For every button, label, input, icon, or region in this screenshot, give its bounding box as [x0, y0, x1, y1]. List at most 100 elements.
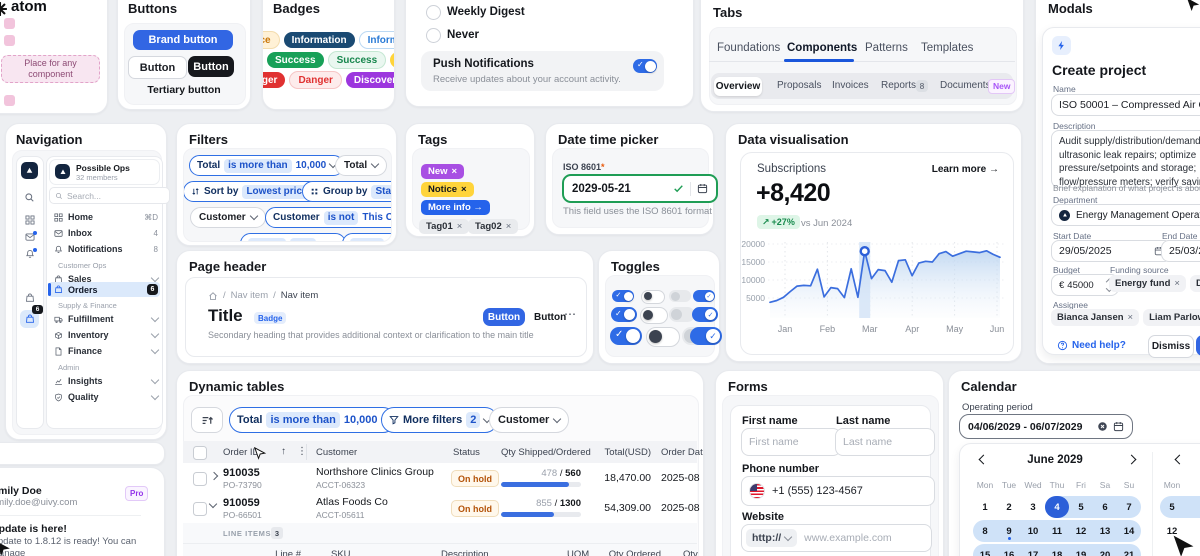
calendar-icon[interactable]: [697, 183, 708, 194]
tag-more-info[interactable]: More info →: [421, 200, 490, 215]
column-header-customer[interactable]: Customer: [316, 447, 357, 458]
sort-by-pill[interactable]: Sort by Lowest price: [183, 181, 320, 202]
sort-asc-icon[interactable]: ↑: [281, 446, 286, 457]
need-help-link[interactable]: Need help?: [1057, 340, 1126, 351]
expand-row-icon[interactable]: [210, 472, 218, 480]
calendar-day[interactable]: 21: [1117, 544, 1141, 556]
pill-tab-invoices[interactable]: Invoices: [832, 80, 869, 91]
pill-tab-proposals[interactable]: Proposals: [777, 80, 821, 91]
calendar-day[interactable]: 9: [997, 520, 1021, 542]
end-date-field[interactable]: 25/03/2026: [1161, 240, 1200, 262]
select-all-checkbox[interactable]: [193, 446, 207, 460]
more-filters-pill[interactable]: More filters 2: [381, 407, 498, 433]
calendar-day[interactable]: 5: [1160, 496, 1184, 518]
calendar-day[interactable]: 10: [1021, 520, 1045, 542]
customer-pill[interactable]: Customer: [190, 207, 266, 228]
prev-month-icon[interactable]: [979, 455, 989, 465]
toggle-on-large[interactable]: ✓: [610, 327, 642, 345]
assignee-chip[interactable]: Liam Parlow×: [1143, 309, 1200, 326]
home-icon[interactable]: [208, 291, 218, 301]
calendar-day[interactable]: 6: [1093, 496, 1117, 518]
calendar-day[interactable]: 1: [973, 496, 997, 518]
description-field[interactable]: Audit supply/distribution/demand; ultras…: [1051, 130, 1200, 188]
start-date-field[interactable]: 29/05/2025: [1051, 240, 1172, 262]
customer-filter-pill[interactable]: Customer: [489, 407, 569, 433]
nav-item-fulfillment[interactable]: Fulfillment: [54, 312, 158, 326]
clear-icon[interactable]: [1097, 421, 1108, 432]
remove-icon[interactable]: ×: [1128, 312, 1134, 323]
table-row[interactable]: 910059 PO-66501 Atlas Foods Co ACCT-0561…: [183, 493, 697, 524]
org-switcher[interactable]: Possible Ops 32 members: [49, 159, 160, 185]
filter-pill-total-collapsed[interactable]: Total: [335, 155, 387, 176]
funding-chip[interactable]: Dept×: [1190, 275, 1200, 292]
collapse-row-icon[interactable]: [209, 500, 217, 508]
primary-modal-button[interactable]: [1196, 335, 1200, 356]
dark-button[interactable]: Button: [188, 56, 234, 77]
radio-never[interactable]: [426, 28, 441, 43]
header-secondary-button[interactable]: Button: [534, 312, 566, 323]
next-month-icon[interactable]: [1127, 455, 1137, 465]
tab-patterns[interactable]: Patterns: [865, 42, 908, 54]
calendar-day[interactable]: 11: [1045, 520, 1069, 542]
radio-weekly-digest[interactable]: [426, 5, 441, 20]
clipped-filter-pill[interactable]: [342, 233, 392, 242]
toggle-on-medium[interactable]: ✓: [611, 307, 637, 322]
clipped-filter-pill[interactable]: [240, 233, 346, 242]
nav-item-inbox[interactable]: Inbox4: [54, 226, 158, 240]
toggle-on-small[interactable]: ✓: [612, 290, 634, 302]
brand-button[interactable]: Brand button: [133, 30, 233, 50]
filter-pill-total[interactable]: Total is more than 10,000: [189, 155, 344, 176]
calendar-day[interactable]: 3: [1021, 496, 1045, 518]
tag-notice[interactable]: Notice×: [421, 182, 474, 197]
column-header-qty[interactable]: Qty Shipped/Ordered: [501, 447, 591, 458]
calendar-day[interactable]: 5: [1069, 496, 1093, 518]
remove-icon[interactable]: ×: [461, 184, 467, 195]
table-row[interactable]: 910035 PO-73790 Northshore Clinics Group…: [183, 463, 697, 494]
toggle-on-knobcheck-small[interactable]: ✓: [693, 290, 715, 302]
month2-prev-icon[interactable]: [1175, 455, 1185, 465]
calendar-day[interactable]: 12: [1069, 520, 1093, 542]
tab-templates[interactable]: Templates: [921, 42, 973, 54]
home-grid-icon[interactable]: [25, 215, 35, 225]
protocol-select[interactable]: http://: [746, 529, 797, 547]
us-flag-icon[interactable]: [749, 483, 765, 499]
last-name-input[interactable]: Last name: [835, 428, 935, 456]
header-primary-button[interactable]: Button: [483, 308, 525, 326]
org-logo-icon[interactable]: [21, 162, 38, 179]
calendar-day[interactable]: 13: [1093, 520, 1117, 542]
website-input[interactable]: http:// www.example.com: [741, 524, 932, 552]
pill-tab-documents[interactable]: Documents: [940, 80, 991, 91]
toggle-on-knobcheck-large[interactable]: ✓: [690, 327, 722, 345]
tag-01[interactable]: Tag01×: [419, 219, 469, 234]
remove-icon[interactable]: ×: [1174, 278, 1180, 289]
calendar-day[interactable]: 2: [997, 496, 1021, 518]
remove-icon[interactable]: ×: [452, 166, 458, 177]
calendar-day[interactable]: 8: [973, 520, 997, 542]
calendar-day[interactable]: 7: [1117, 496, 1141, 518]
nav-item-insights[interactable]: Insights: [54, 374, 158, 388]
nav-item-orders[interactable]: Orders 6: [54, 283, 158, 297]
toggle-off-medium[interactable]: [640, 307, 668, 324]
table-sort-button[interactable]: [191, 407, 223, 433]
customer-is-not-pill[interactable]: Customer is not This Comp: [265, 207, 392, 228]
toggle-off-small[interactable]: [641, 290, 665, 304]
nav-item-finance[interactable]: Finance: [54, 344, 158, 358]
calendar-day[interactable]: 14: [1117, 520, 1141, 542]
breadcrumb-item[interactable]: Nav item: [231, 290, 268, 301]
calendar-day[interactable]: 4: [1045, 496, 1069, 518]
toggle-on-knobcheck-medium[interactable]: ✓: [692, 307, 718, 322]
pill-tab-overview[interactable]: Overview: [714, 77, 762, 96]
learn-more-link[interactable]: Learn more →: [932, 164, 999, 175]
row-checkbox[interactable]: [193, 472, 207, 486]
phone-input[interactable]: +1 (555) 123-4567: [741, 476, 935, 506]
first-name-input[interactable]: First name: [741, 428, 841, 456]
sales-bag-icon[interactable]: [25, 293, 35, 303]
nav-item-inventory[interactable]: Inventory: [54, 328, 158, 342]
assignee-chip[interactable]: Bianca Jansen×: [1051, 309, 1139, 326]
more-actions-icon[interactable]: ⋯: [564, 307, 577, 321]
calendar-icon[interactable]: [1113, 421, 1124, 432]
remove-icon[interactable]: ×: [506, 221, 512, 232]
nav-item-quality[interactable]: Quality: [54, 390, 158, 404]
name-field[interactable]: ISO 50001 – Compressed Air Optimization: [1051, 94, 1200, 116]
column-header-date[interactable]: Order Date: [661, 447, 704, 458]
